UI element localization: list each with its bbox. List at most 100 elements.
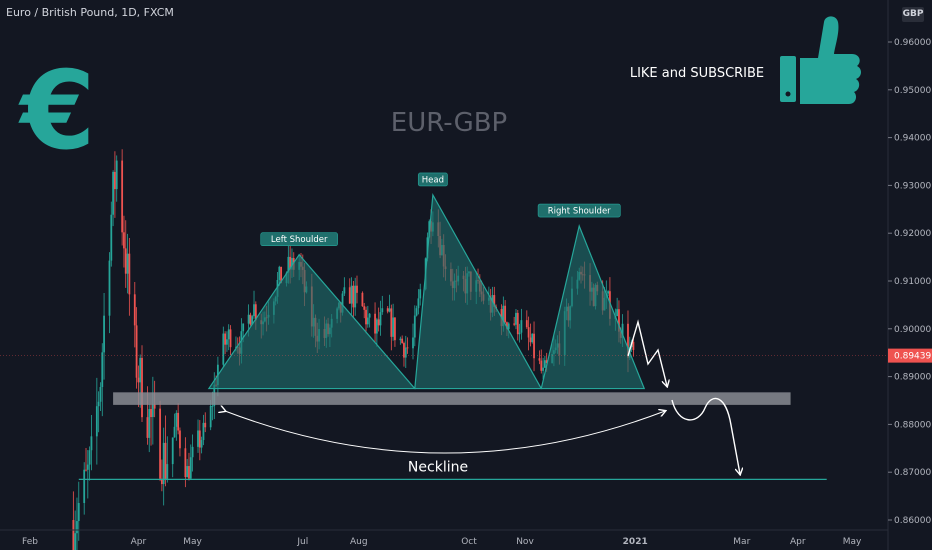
candle-body [413, 315, 416, 338]
price-tick-label: 0.93000 [894, 181, 931, 191]
candle-body [502, 305, 505, 327]
candle-body [85, 469, 87, 471]
candle-body [115, 160, 118, 190]
time-tick-label: 2021 [623, 537, 648, 547]
candle-body [401, 338, 404, 344]
neckline-label: Neckline [408, 459, 468, 475]
candle-body [621, 323, 624, 338]
symbol-title: Euro / British Pound, 1D, FXCM [6, 6, 174, 19]
candle-body [126, 253, 129, 274]
candle-body [166, 464, 169, 479]
like-subscribe-text: LIKE and SUBSCRIBE [630, 66, 764, 81]
candle-body [254, 304, 257, 321]
currency-button[interactable]: GBP [902, 7, 924, 22]
candle-body [121, 160, 124, 233]
candle-body [99, 387, 102, 402]
candle-body [184, 448, 187, 478]
candle-body [146, 417, 149, 438]
price-tick-label: 0.96000 [894, 38, 931, 48]
candle-body [392, 317, 395, 337]
time-tick-label: Aug [350, 537, 368, 547]
candle-body [128, 253, 131, 295]
candle-body [394, 317, 396, 341]
thumbs-up-icon [780, 16, 862, 105]
pattern-label-box [537, 203, 621, 218]
candle-body [531, 333, 534, 343]
candle-body [493, 295, 496, 307]
candle-body [249, 314, 252, 325]
candle-body [525, 320, 528, 328]
price-tick-label: 0.87000 [894, 468, 931, 478]
candle-body [538, 358, 541, 361]
candle-body [188, 466, 190, 479]
candle-body [95, 406, 98, 437]
price-tick-label: 0.94000 [894, 134, 931, 144]
candle-body [388, 308, 391, 312]
candle-body [280, 266, 283, 284]
candle-body [352, 285, 355, 308]
candle-body [365, 309, 367, 325]
candle-body [247, 314, 250, 324]
candle-body [506, 322, 508, 330]
current-price-label: 0.89439 [894, 352, 931, 362]
candle-body [160, 478, 163, 485]
candle-body [363, 306, 366, 310]
candle-body [164, 442, 167, 479]
candle-body [518, 332, 521, 335]
candle-body [253, 304, 255, 317]
candle-body [289, 256, 292, 270]
candle-body [529, 337, 532, 343]
candle-body [162, 442, 165, 485]
candle-body [504, 305, 507, 323]
candle-body [381, 308, 384, 313]
candle-body [616, 309, 619, 317]
candle-body [366, 317, 369, 325]
time-scale[interactable]: Feb Apr May Jul Aug Oct Nov 2021 Mar Apr May [0, 529, 888, 547]
candle-body [235, 346, 237, 348]
support-zone [113, 392, 791, 405]
candle-body [520, 320, 523, 333]
pattern-label: Left Shoulder [271, 235, 328, 245]
candle-body [151, 404, 154, 418]
candle-body [137, 377, 140, 383]
candle-body [513, 323, 516, 325]
candle-body [348, 287, 351, 304]
candle-body [242, 323, 245, 332]
candle-body [197, 430, 199, 447]
candle-body [627, 323, 629, 358]
candle-body [76, 521, 78, 534]
candle-body [101, 352, 104, 388]
candle-body [88, 450, 91, 465]
pattern-triangle [540, 224, 646, 390]
candle-body [343, 287, 346, 294]
thumbs-up-hand [800, 16, 862, 105]
candle-body [399, 338, 402, 341]
price-tick-label: 0.90000 [894, 325, 931, 335]
price-tick-label: 0.89000 [894, 373, 931, 383]
time-tick-label: May [183, 537, 202, 547]
shoulder-span-arrow [225, 411, 665, 454]
candle-body [507, 323, 510, 330]
time-tick-label: May [843, 537, 862, 547]
head-and-shoulders-pattern: Left Shoulder Head Right Shoulder [207, 172, 646, 390]
time-tick-label: Oct [461, 537, 477, 547]
thumbs-up-dot [785, 91, 791, 97]
candle-body [227, 329, 230, 340]
candle-body [361, 292, 364, 307]
candle-body [74, 533, 77, 550]
candle-body [533, 333, 535, 359]
candle-body [540, 360, 543, 371]
candle-body [390, 308, 393, 337]
candle-body [198, 430, 201, 448]
candle-body [103, 315, 105, 353]
candle-body [287, 256, 290, 273]
price-tick-label: 0.88000 [894, 420, 931, 430]
candle-body [209, 405, 212, 428]
candle-body [86, 464, 89, 470]
pattern-triangle [207, 253, 417, 390]
candle-body [153, 404, 156, 409]
projection-arrow-down [627, 319, 667, 386]
